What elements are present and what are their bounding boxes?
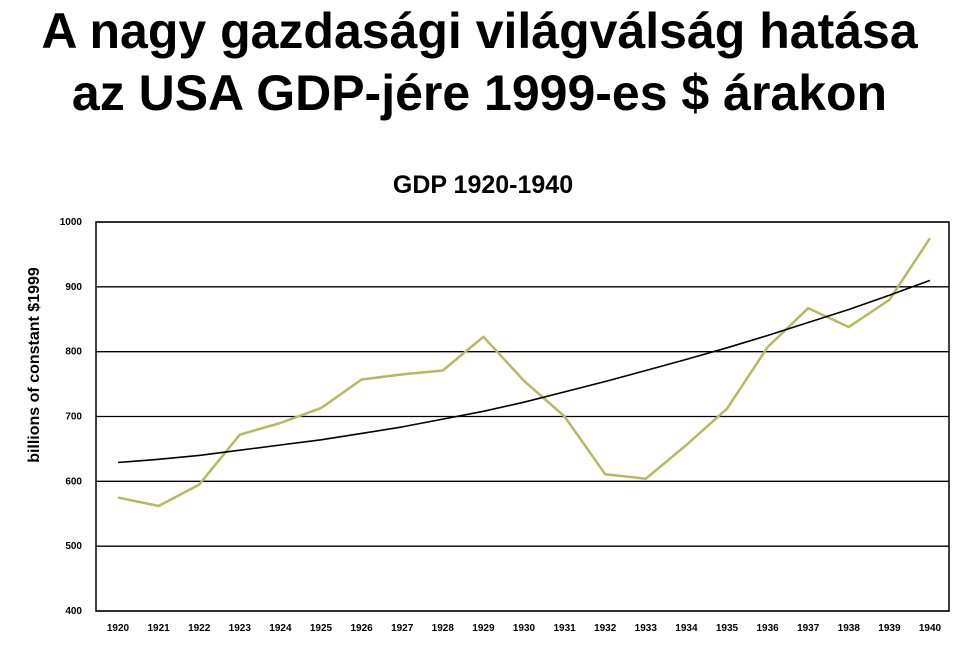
y-tick-label: 600	[65, 476, 82, 487]
x-tick-label: 1931	[553, 623, 576, 634]
y-axis-label: billions of constant $1999	[26, 267, 43, 463]
y-tick-label: 1000	[60, 217, 83, 228]
x-tick-label: 1934	[675, 623, 698, 634]
x-tick-label: 1926	[350, 623, 373, 634]
x-tick-label: 1929	[472, 623, 495, 634]
x-tick-label: 1939	[878, 623, 901, 634]
slide-title-line-1: A nagy gazdasági világválság hatása	[41, 3, 918, 59]
x-tick-label: 1924	[269, 623, 292, 634]
x-tick-label: 1923	[229, 623, 252, 634]
x-tick-label: 1927	[391, 623, 414, 634]
trend-line	[117, 279, 931, 464]
x-tick-label: 1936	[756, 623, 779, 634]
x-tick-label: 1935	[716, 623, 739, 634]
x-tick-label: 1932	[594, 623, 617, 634]
y-tick-label: 800	[65, 347, 82, 358]
chart-title: GDP 1920-1940	[393, 171, 573, 199]
x-tick-label: 1922	[188, 623, 211, 634]
x-tick-label: 1930	[513, 623, 536, 634]
x-tick-label: 1925	[310, 623, 333, 634]
x-tick-label: 1937	[797, 623, 820, 634]
y-tick-label: 400	[65, 606, 82, 617]
x-tick-label: 1921	[147, 623, 170, 634]
x-tick-label: 1940	[919, 623, 942, 634]
slide-title: A nagy gazdasági világválság hatása az U…	[0, 0, 959, 124]
x-tick-label: 1928	[432, 623, 455, 634]
y-tick-label: 900	[65, 282, 82, 293]
y-tick-label: 500	[65, 541, 82, 552]
slide-title-line-2: az USA GDP-jére 1999-es $ árakon	[71, 65, 888, 121]
gdp-line-chart: GDP 1920-1940 billions of constant $1999…	[26, 171, 950, 634]
x-tick-label: 1920	[107, 623, 130, 634]
y-tick-label: 700	[65, 412, 82, 423]
x-tick-label: 1933	[635, 623, 658, 634]
x-tick-label: 1938	[838, 623, 861, 634]
gdp-series-line	[117, 237, 932, 508]
